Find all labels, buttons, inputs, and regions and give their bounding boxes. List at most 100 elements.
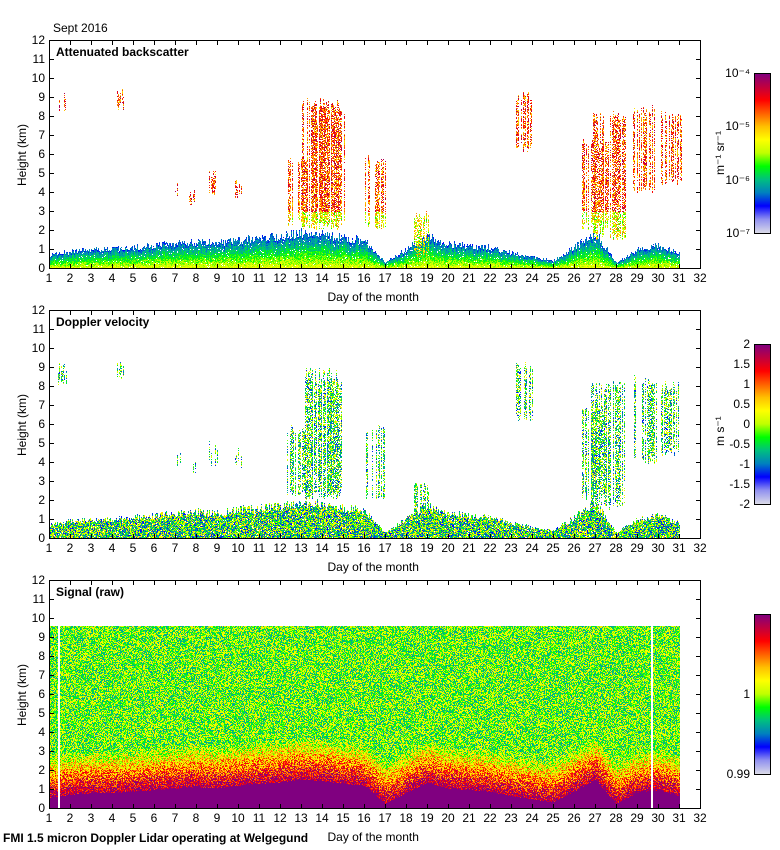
x-tick [448, 534, 449, 539]
y-tick-right [696, 424, 701, 425]
x-axis-label: Day of the month [327, 830, 419, 844]
y-tick-label: 1 [38, 242, 45, 256]
y-tick-label: 1 [38, 782, 45, 796]
x-tick [280, 264, 281, 269]
x-tick [532, 264, 533, 269]
y-tick [49, 770, 54, 771]
x-tick [70, 264, 71, 269]
x-tick [532, 534, 533, 539]
colorbar-gradient [754, 614, 770, 774]
x-tick-top [49, 310, 50, 315]
x-tick-label: 17 [378, 541, 392, 555]
x-tick-label: 15 [336, 811, 350, 825]
x-tick-label: 28 [609, 811, 623, 825]
x-tick-label: 4 [108, 271, 116, 285]
y-tick-right [696, 386, 701, 387]
colorbar-frame [754, 614, 771, 775]
heatmap-1 [49, 310, 700, 538]
colorbar-tick-label: 0.99 [726, 767, 750, 781]
y-tick-label: 0 [38, 531, 45, 545]
x-tick [406, 264, 407, 269]
x-tick-top [91, 40, 92, 45]
x-tick [322, 264, 323, 269]
instrument-label: FMI 1.5 micron Doppler Lidar operating a… [3, 831, 309, 845]
y-tick [49, 192, 54, 193]
x-tick-top [49, 40, 50, 45]
x-tick-top [469, 40, 470, 45]
y-tick-label: 8 [38, 649, 45, 663]
x-tick-label: 22 [483, 271, 497, 285]
x-tick-label: 13 [294, 811, 308, 825]
y-tick-label: 2 [38, 223, 45, 237]
x-tick-top [154, 40, 155, 45]
heatmap-2 [49, 580, 700, 808]
y-tick-right [696, 637, 701, 638]
plot-frame-0 [49, 40, 701, 269]
y-tick [49, 675, 54, 676]
x-tick [490, 534, 491, 539]
x-tick-top [595, 580, 596, 585]
x-tick-label: 31 [672, 541, 686, 555]
x-tick [427, 534, 428, 539]
x-tick [322, 534, 323, 539]
x-tick-top [280, 580, 281, 585]
y-tick-label: 10 [31, 341, 45, 355]
x-tick-label: 25 [546, 811, 560, 825]
x-tick-label: 12 [273, 271, 287, 285]
x-tick-top [133, 40, 134, 45]
x-tick-top [553, 580, 554, 585]
y-tick [49, 310, 54, 311]
x-tick-label: 20 [441, 271, 455, 285]
x-tick [259, 534, 260, 539]
x-tick-label: 14 [315, 271, 329, 285]
y-tick-label: 11 [32, 592, 45, 606]
y-tick-label: 0 [38, 801, 45, 815]
x-tick-label: 28 [609, 541, 623, 555]
x-tick-label: 16 [357, 271, 371, 285]
x-tick [343, 804, 344, 809]
x-tick [385, 264, 386, 269]
x-tick-label: 18 [399, 271, 413, 285]
y-tick [49, 443, 54, 444]
y-tick-right [696, 481, 701, 482]
x-tick-top [679, 40, 680, 45]
x-tick [364, 804, 365, 809]
y-tick-label: 12 [31, 573, 45, 587]
y-tick-label: 3 [38, 204, 45, 218]
x-tick [427, 804, 428, 809]
x-tick-top [595, 310, 596, 315]
x-tick-top [385, 310, 386, 315]
x-tick-top [343, 40, 344, 45]
x-tick-label: 7 [171, 811, 179, 825]
y-tick [49, 40, 54, 41]
x-tick-top [637, 310, 638, 315]
y-tick-label: 9 [38, 360, 45, 374]
x-tick [616, 534, 617, 539]
y-tick [49, 230, 54, 231]
colorbar-tick-label: 0.5 [733, 397, 750, 411]
x-tick-label: 4 [108, 541, 116, 555]
x-tick-top [658, 310, 659, 315]
x-tick [469, 264, 470, 269]
colorbar-tick-label: 1.5 [733, 357, 750, 371]
x-tick-label: 18 [399, 541, 413, 555]
plot-frame-2 [49, 580, 701, 809]
x-tick-label: 17 [378, 271, 392, 285]
y-tick [49, 78, 54, 79]
x-tick [595, 534, 596, 539]
y-tick-right [696, 40, 701, 41]
x-tick-top [196, 310, 197, 315]
x-tick-top [343, 310, 344, 315]
panel-title: Doppler velocity [56, 315, 150, 329]
x-tick-top [427, 580, 428, 585]
y-tick-label: 12 [31, 33, 45, 47]
x-tick-label: 19 [420, 271, 434, 285]
y-tick [49, 135, 54, 136]
x-tick-label: 27 [588, 541, 602, 555]
x-tick-top [469, 310, 470, 315]
y-tick-label: 10 [31, 71, 45, 85]
y-tick-label: 6 [38, 687, 45, 701]
x-tick [154, 804, 155, 809]
y-tick [49, 481, 54, 482]
x-tick-label: 4 [108, 811, 116, 825]
